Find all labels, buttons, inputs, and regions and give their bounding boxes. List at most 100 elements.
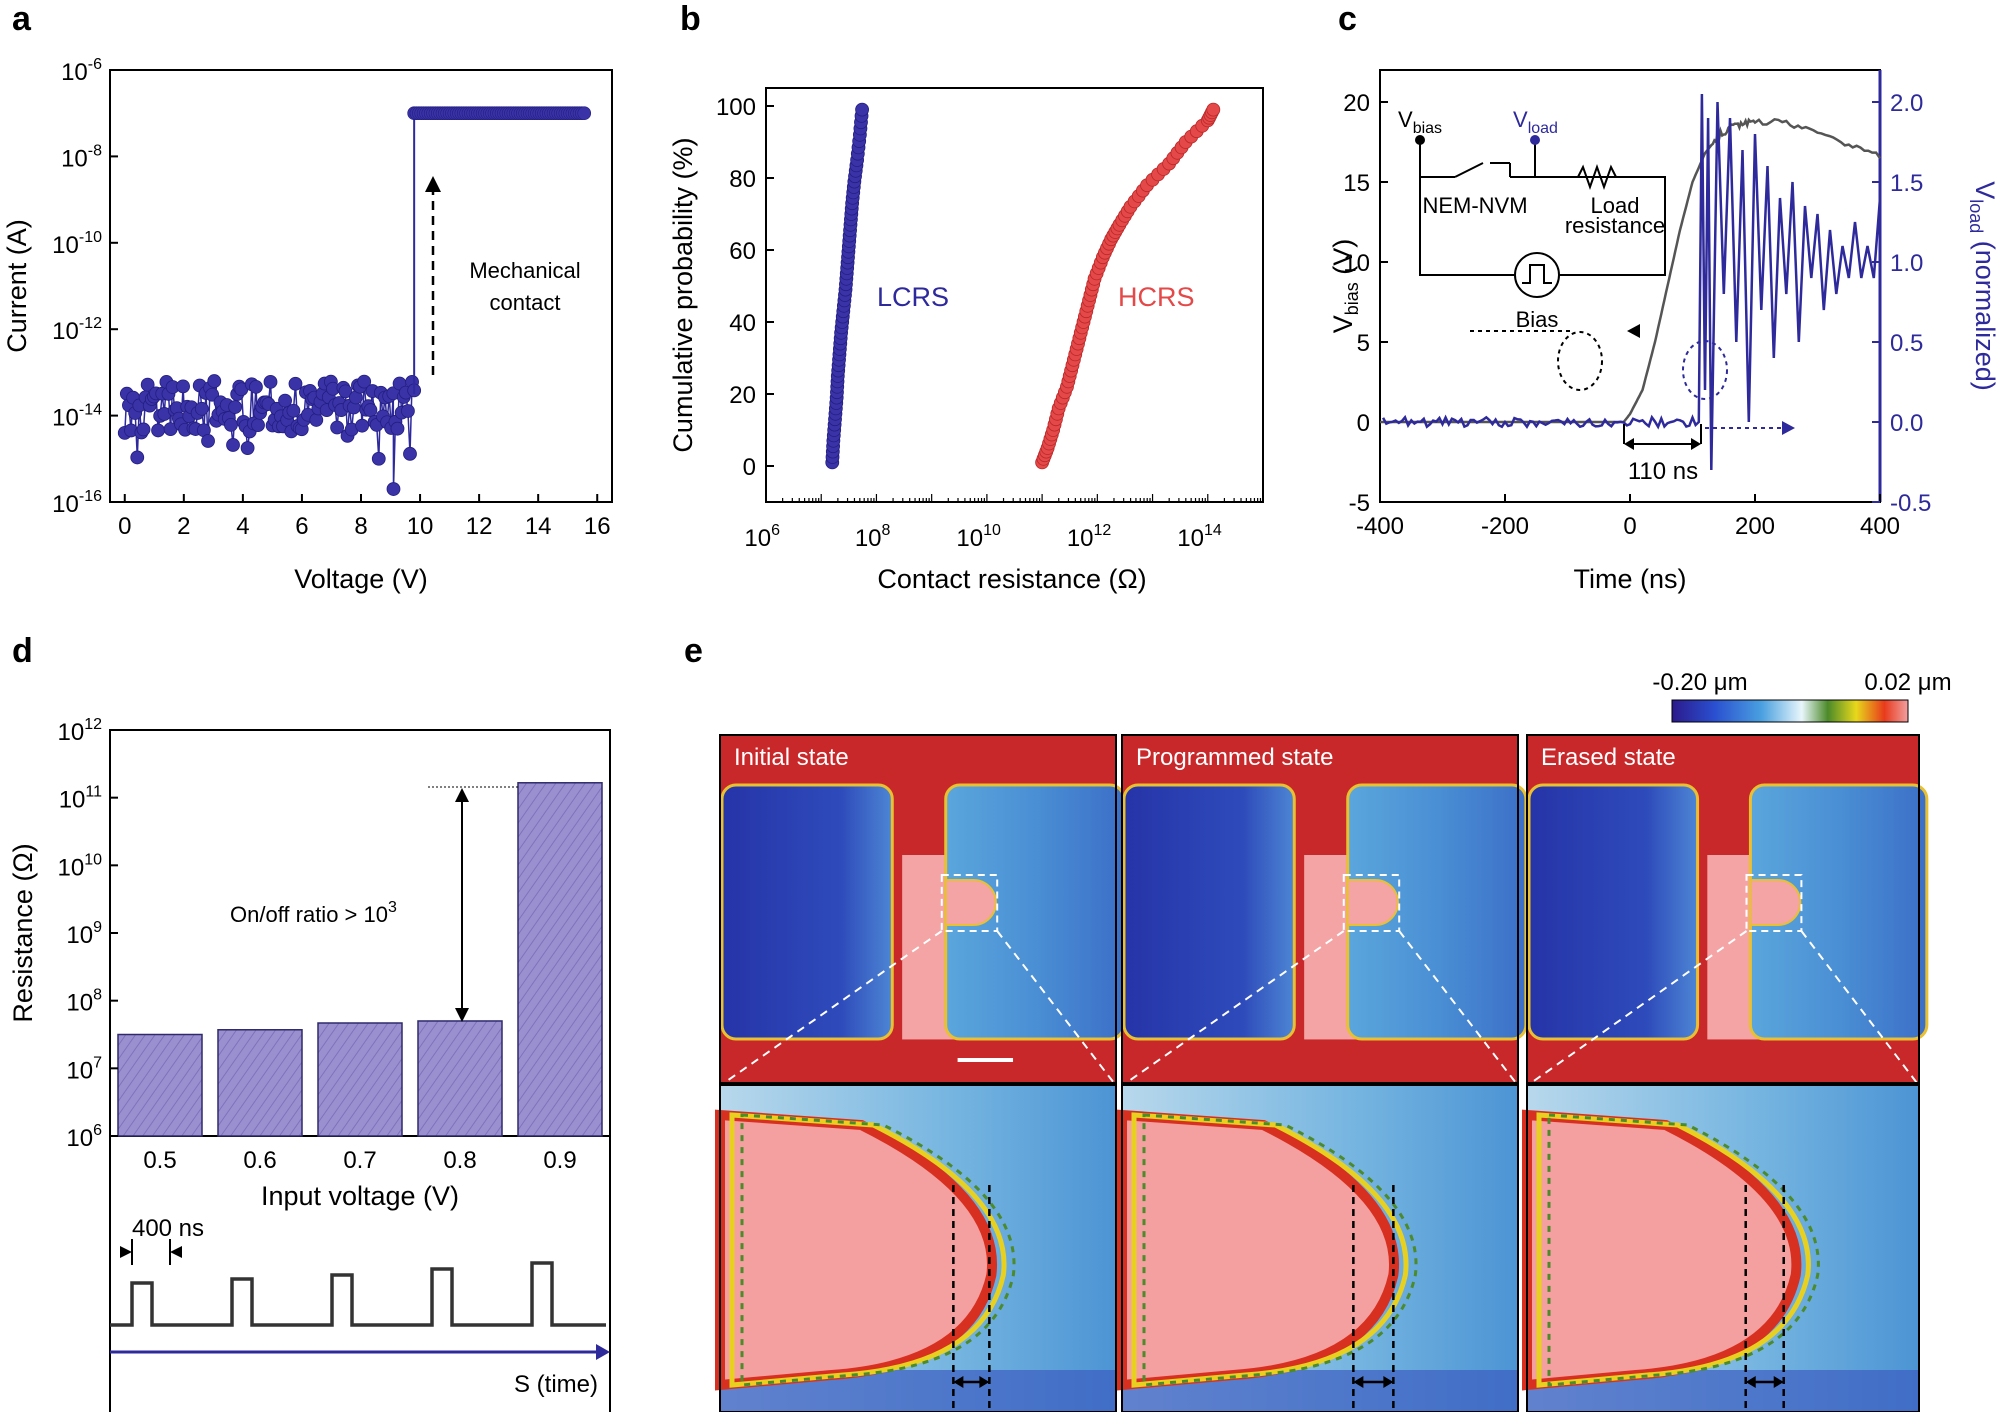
x-tick-label: 108 (855, 522, 891, 552)
panel-e: e -0.20 μm 0.02 μm Initial state Programm… (684, 632, 1952, 1412)
zoom-box (1745, 874, 1803, 932)
tip (1346, 879, 1399, 926)
panel-a-annotation-line1: Mechanical (469, 258, 580, 283)
zoom-tip-edge-outer (740, 1113, 1016, 1387)
electrode-left (1122, 783, 1296, 1041)
x-tick-label: -400 (1356, 513, 1404, 540)
load-curve-circle (1682, 340, 1728, 400)
bar (317, 1022, 403, 1137)
x-tick-label: 10 (407, 513, 434, 540)
panel-b-xlabel: Contact resistance (Ω) (877, 564, 1146, 594)
data-point (201, 434, 215, 448)
y-tick-label: 10-16 (52, 488, 102, 518)
y-tick-label: 0 (1357, 410, 1370, 437)
panel-a: a 0 2 4 6 8 10 12 14 16 10-16 10-14 10-12 10-10 10-8… (2, 0, 613, 594)
hcrs-point (1206, 102, 1221, 117)
y2-tick-label: 2.0 (1890, 90, 1923, 117)
panel-a-data (117, 106, 592, 496)
y-tick-label: 80 (729, 166, 756, 193)
panel-b-y-ticks: 0 20 40 60 80 100 (716, 94, 774, 481)
zoom-box (1342, 874, 1401, 932)
map-frame (719, 734, 1117, 1084)
bar (117, 1033, 203, 1137)
x-tick-label: 14 (525, 513, 552, 540)
resistance-label: resistance (1565, 213, 1665, 238)
x-tick-label: 8 (354, 513, 367, 540)
panel-a-frame (109, 69, 613, 503)
zoom-tip-edge-outer (1142, 1113, 1418, 1387)
afm-map-0: Initial state (715, 734, 1126, 1412)
panel-d-ylabel: Resistance (Ω) (8, 843, 38, 1022)
data-point (136, 422, 151, 437)
panel-a-xlabel: Voltage (V) (294, 564, 428, 594)
x-tick-label: 0.6 (243, 1147, 276, 1174)
y-tick-label: 10-10 (52, 229, 102, 259)
y-tick-label: 10-8 (61, 142, 102, 172)
panel-a-ylabel: Current (A) (2, 219, 32, 353)
data-point (251, 418, 265, 432)
data-point (286, 403, 301, 418)
electrode-left (720, 783, 894, 1041)
y-tick-label: 106 (66, 1122, 102, 1152)
map-title: Erased state (1541, 744, 1676, 771)
panel-b-data (825, 102, 1221, 470)
panel-b-frame (765, 87, 1264, 503)
vbias-trace (1380, 117, 1882, 424)
y2-tick-label: -0.5 (1890, 490, 1931, 517)
panel-c-xlabel: Time (ns) (1574, 564, 1687, 594)
panel-c-label: c (1338, 0, 1357, 38)
y-tick-label: 100 (716, 94, 756, 121)
x-tick-label: 1012 (1067, 522, 1112, 552)
right-arrow-head (1782, 421, 1795, 435)
panel-d-xlabel: Input voltage (V) (261, 1181, 459, 1211)
gap-arrow-left (1745, 1376, 1756, 1388)
panel-a-x-ticks: 0 2 4 6 8 10 12 14 16 (118, 494, 611, 540)
data-point (355, 418, 370, 433)
data-point (401, 404, 415, 418)
pulse-train (110, 1261, 606, 1327)
x-tick-label: 1010 (956, 522, 1001, 552)
panel-e-label: e (684, 632, 703, 670)
y2-tick-label: 1.5 (1890, 170, 1923, 197)
colorbar-min-label: -0.20 μm (1652, 669, 1747, 696)
data-point (386, 482, 401, 496)
panel-d-y-ticks: 106 107 108 109 1010 1011 1012 (58, 716, 118, 1152)
bias-label: Bias (1516, 307, 1559, 332)
x-tick-label: 0.7 (343, 1147, 376, 1174)
pulse-waveform (110, 1261, 606, 1327)
x-tick-label: 106 (744, 522, 780, 552)
data-point (263, 375, 278, 389)
zoom-frame (1121, 1084, 1519, 1412)
delay-label: 110 ns (1628, 458, 1698, 485)
zoom-tip-edge-outer (1547, 1113, 1820, 1387)
y-tick-label: 15 (1343, 170, 1370, 197)
x-tick-label: 0 (118, 513, 131, 540)
y-tick-label: 20 (1343, 90, 1370, 117)
data-point (176, 379, 190, 394)
panel-b-label: b (680, 0, 701, 38)
x-tick-label: 400 (1860, 513, 1900, 540)
load-label: Load (1591, 193, 1640, 218)
data-point (363, 403, 378, 417)
panel-d-label: d (12, 632, 33, 670)
zoom-line (1530, 930, 1748, 1084)
x-tick-label: 4 (236, 513, 249, 540)
panel-c-y2label: Vload (normalized) (1966, 181, 2000, 391)
y-tick-label: 10 (1343, 250, 1370, 277)
lcrs-point (855, 102, 869, 117)
x-tick-label: 0.9 (543, 1147, 576, 1174)
zoom-frame (1526, 1084, 1920, 1412)
zoom-line (996, 930, 1115, 1084)
y-tick-label: 0 (743, 454, 756, 481)
zoom-tip (1522, 1109, 1802, 1391)
x-tick-label: 16 (584, 513, 611, 540)
vbias-node (1415, 135, 1425, 145)
data-point (207, 374, 222, 388)
y-tick-label: 109 (66, 919, 102, 949)
x-tick-label: 0.8 (443, 1147, 476, 1174)
map-title: Initial state (734, 744, 849, 771)
x-tick-label: 1014 (1177, 522, 1222, 552)
electrode-left (1527, 783, 1700, 1041)
data-point (288, 376, 303, 391)
